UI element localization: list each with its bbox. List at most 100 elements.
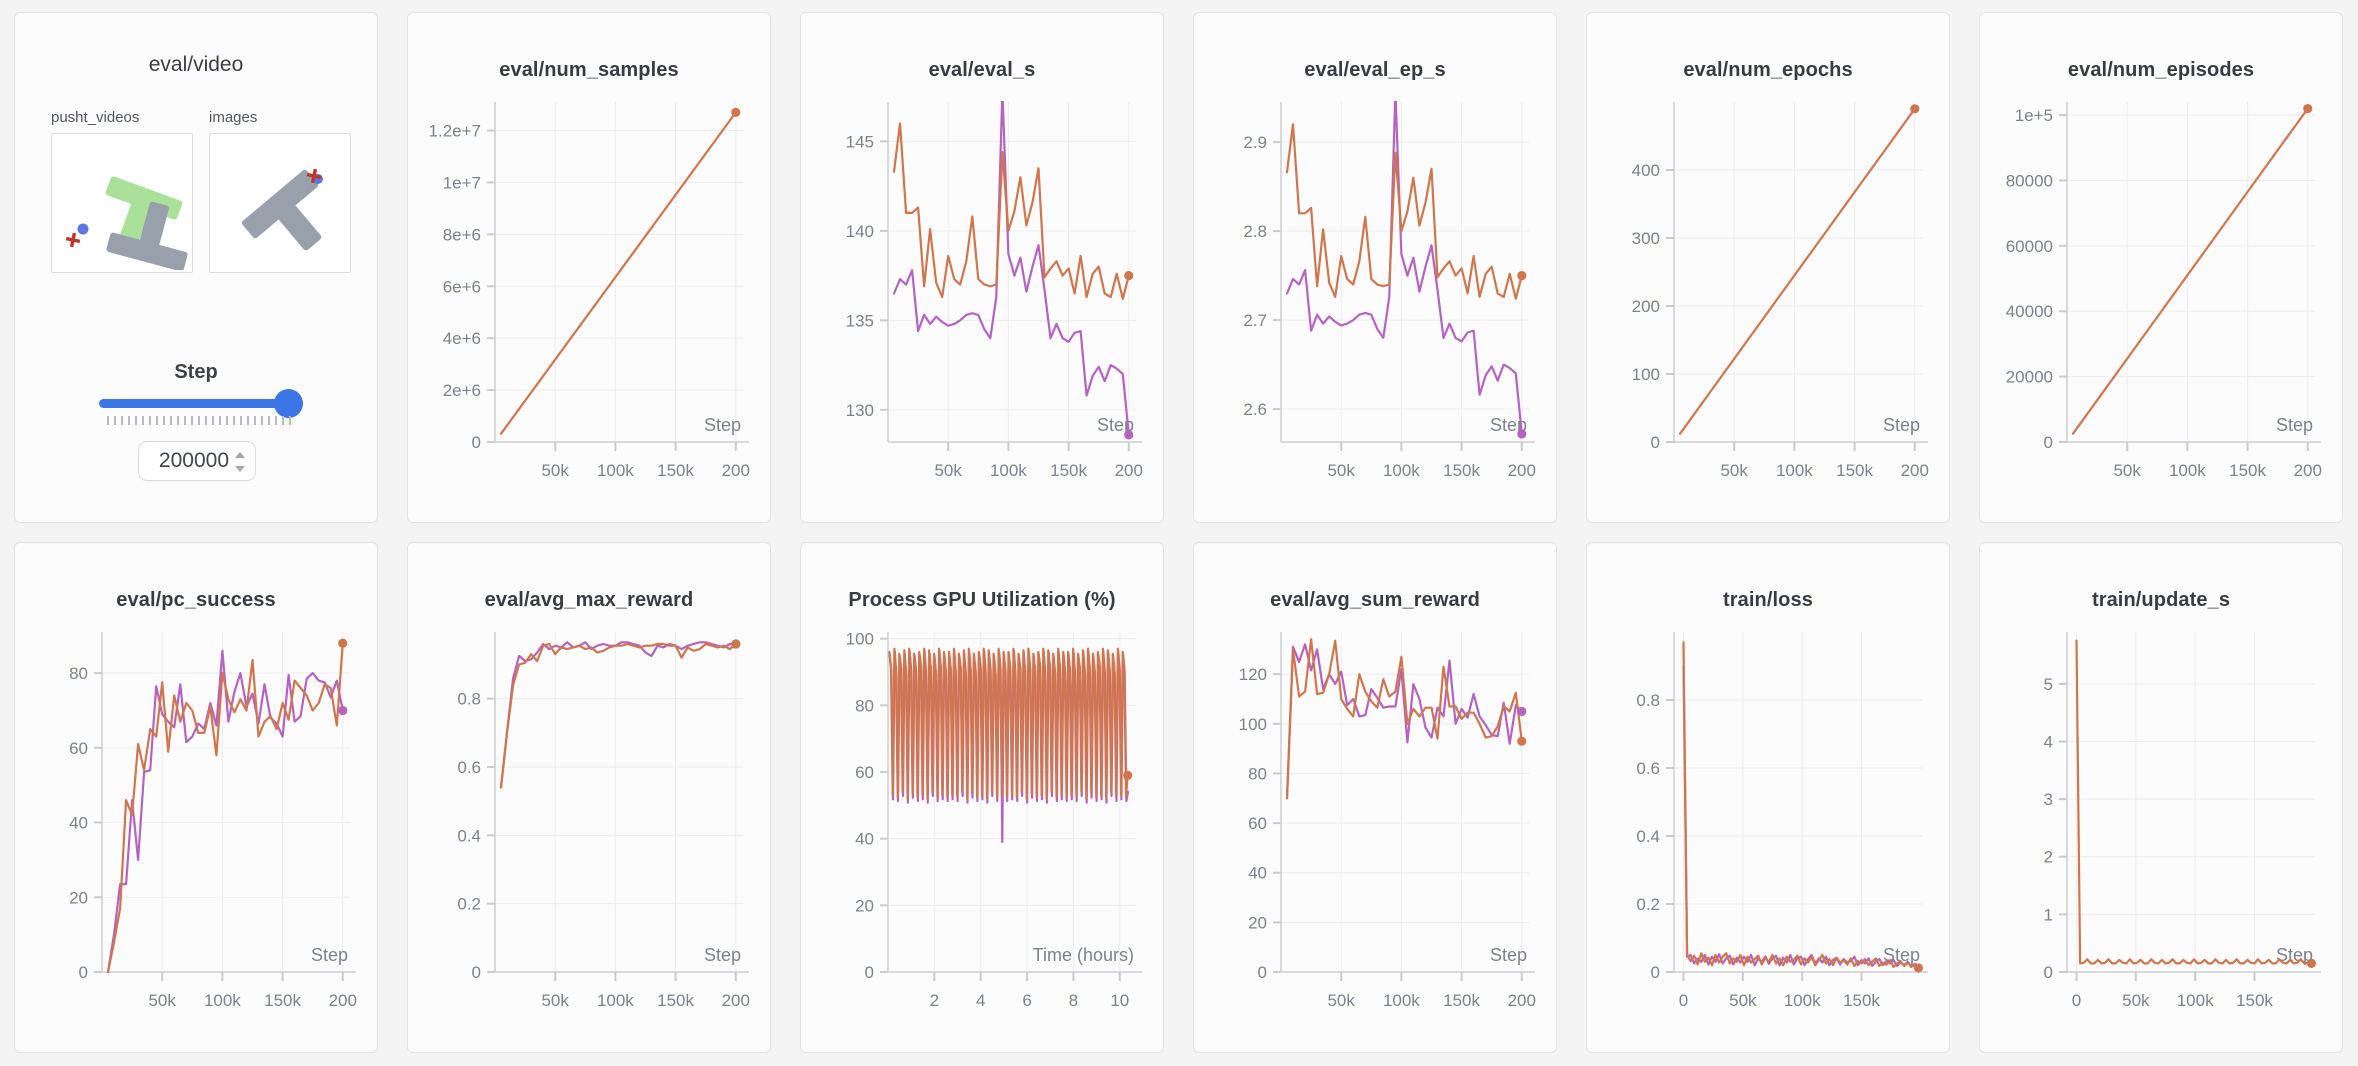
svg-text:Step: Step: [1883, 415, 1920, 435]
panel-train-update-s: train/update_s 0 50k 100k 150k 0 1 2 3 4 5 Step: [1979, 542, 2343, 1053]
svg-text:2.6: 2.6: [1243, 400, 1267, 419]
chart-eval-avg-max-reward[interactable]: 50k 100k 150k 200 0 0.2 0.4 0.6 0.8 Step: [415, 618, 763, 1028]
step-slider-thumb[interactable]: [274, 389, 303, 418]
chart-title: eval/num_samples: [499, 59, 679, 81]
svg-text:2.7: 2.7: [1243, 311, 1267, 330]
svg-text:0.4: 0.4: [1636, 827, 1660, 846]
svg-text:Step: Step: [1490, 945, 1527, 965]
panel-eval-num-samples: eval/num_samples 50k 100k 150k 200 0 2e+6 4e+6…: [407, 12, 771, 523]
svg-text:4: 4: [976, 991, 985, 1010]
svg-text:Step: Step: [704, 945, 741, 965]
chart-eval-num-episodes[interactable]: 50k 100k 150k 200 0 20000 40000 60000 80000 1e+5 S…: [1987, 88, 2335, 498]
svg-text:100k: 100k: [1383, 991, 1420, 1010]
svg-text:0: 0: [79, 963, 88, 982]
chart-title: eval/eval_ep_s: [1304, 59, 1446, 81]
svg-text:300: 300: [1632, 229, 1660, 248]
thumbnail-label-pusht-videos: pusht_videos: [51, 109, 140, 126]
svg-text:200: 200: [1115, 461, 1143, 480]
svg-text:0: 0: [472, 433, 481, 452]
svg-text:100k: 100k: [1784, 991, 1821, 1010]
svg-text:40: 40: [855, 830, 874, 849]
svg-text:2: 2: [2044, 848, 2053, 867]
svg-text:2: 2: [930, 991, 939, 1010]
svg-text:0: 0: [1258, 963, 1267, 982]
svg-text:140: 140: [846, 222, 874, 241]
svg-text:2.9: 2.9: [1243, 133, 1267, 152]
svg-text:200: 200: [329, 991, 357, 1010]
svg-text:80: 80: [855, 696, 874, 715]
panel-eval-eval-s: eval/eval_s 50k 100k 150k 200 130 135 140 145 St…: [800, 12, 1164, 523]
svg-text:40000: 40000: [2006, 302, 2053, 321]
svg-text:60: 60: [69, 739, 88, 758]
chart-title: train/update_s: [2091, 589, 2231, 611]
svg-text:0: 0: [1651, 963, 1660, 982]
svg-text:1: 1: [2044, 905, 2053, 924]
svg-text:150k: 150k: [1843, 991, 1880, 1010]
svg-text:150k: 150k: [1836, 461, 1873, 480]
svg-text:Step: Step: [2276, 945, 2313, 965]
svg-text:Step: Step: [1097, 415, 1134, 435]
chart-eval-pc-success[interactable]: 50k 100k 150k 200 0 20 40 60 80 Step: [22, 618, 370, 1028]
svg-text:200: 200: [722, 991, 750, 1010]
svg-text:50k: 50k: [1327, 991, 1355, 1010]
svg-text:50k: 50k: [1729, 991, 1757, 1010]
svg-text:50k: 50k: [1720, 461, 1748, 480]
chart-title: eval/avg_sum_reward: [1270, 589, 1480, 611]
goal-cross: [306, 168, 322, 184]
chart-train-loss[interactable]: 0 50k 100k 150k 0 0.2 0.4 0.6 0.8 Step: [1594, 618, 1942, 1028]
svg-text:130: 130: [846, 401, 874, 420]
pusht-video-thumbnail[interactable]: [51, 133, 193, 273]
svg-text:8: 8: [1069, 991, 1078, 1010]
svg-text:0.2: 0.2: [457, 895, 481, 914]
svg-text:100k: 100k: [597, 461, 634, 480]
chart-eval-num-epochs[interactable]: 50k 100k 150k 200 0 100 200 300 400 Step: [1594, 88, 1942, 498]
svg-text:100k: 100k: [2177, 991, 2214, 1010]
panel-gpu-utilization: Process GPU Utilization (%) 2 4 6 8 10 0 20 40 6…: [800, 542, 1164, 1053]
svg-text:120: 120: [1239, 665, 1267, 684]
svg-text:100k: 100k: [1383, 461, 1420, 480]
step-value: 200000: [158, 449, 229, 472]
images-thumbnail[interactable]: [209, 133, 351, 273]
svg-text:60: 60: [1248, 814, 1267, 833]
chart-train-update-s[interactable]: 0 50k 100k 150k 0 1 2 3 4 5 Step: [1987, 618, 2335, 1028]
panel-eval-num-epochs: eval/num_epochs 50k 100k 150k 200 0 100 200 300…: [1586, 12, 1950, 523]
svg-text:150k: 150k: [2229, 461, 2266, 480]
svg-text:0: 0: [2072, 991, 2081, 1010]
step-increment-button[interactable]: [235, 452, 245, 458]
svg-text:1.2e+7: 1.2e+7: [429, 122, 481, 141]
svg-text:6e+6: 6e+6: [443, 277, 481, 296]
chart-eval-avg-sum-reward[interactable]: 50k 100k 150k 200 0 20 40 60 80 100 120 Step: [1201, 618, 1549, 1028]
svg-text:50k: 50k: [934, 461, 962, 480]
chart-title: eval/num_epochs: [1683, 59, 1853, 81]
step-value-input[interactable]: 200000: [138, 441, 256, 481]
svg-text:50k: 50k: [1327, 461, 1355, 480]
agent-dot: [77, 223, 89, 235]
svg-text:50k: 50k: [148, 991, 176, 1010]
svg-text:100k: 100k: [1776, 461, 1813, 480]
svg-text:100k: 100k: [990, 461, 1027, 480]
svg-text:150k: 150k: [264, 991, 301, 1010]
svg-text:0: 0: [472, 963, 481, 982]
chart-title: eval/eval_s: [928, 59, 1036, 81]
step-slider-track[interactable]: [99, 399, 303, 408]
svg-text:20: 20: [1248, 913, 1267, 932]
svg-text:1e+7: 1e+7: [443, 173, 481, 192]
chart-eval-eval-s[interactable]: 50k 100k 150k 200 130 135 140 145 Step: [808, 88, 1156, 498]
svg-text:1e+5: 1e+5: [2015, 106, 2053, 125]
svg-text:40: 40: [1248, 864, 1267, 883]
panel-eval-avg-max-reward: eval/avg_max_reward 50k 100k 150k 200 0 0.2 0.…: [407, 542, 771, 1053]
step-decrement-button[interactable]: [235, 466, 245, 472]
chart-eval-num-samples[interactable]: 50k 100k 150k 200 0 2e+6 4e+6 6e+6 8e+6 1e+7 1.2e+…: [415, 88, 763, 498]
svg-text:20: 20: [855, 896, 874, 915]
svg-text:100k: 100k: [204, 991, 241, 1010]
svg-text:2.8: 2.8: [1243, 222, 1267, 241]
panel-eval-eval-ep-s: eval/eval_ep_s 50k 100k 150k 200 2.6 2.7 2.8 2.…: [1193, 12, 1557, 523]
chart-gpu-utilization[interactable]: 2 4 6 8 10 0 20 40 60 80 100 Time (hours): [808, 618, 1156, 1028]
chart-eval-eval-ep-s[interactable]: 50k 100k 150k 200 2.6 2.7 2.8 2.9 Step: [1201, 88, 1549, 498]
svg-text:20: 20: [69, 888, 88, 907]
svg-text:5: 5: [2044, 675, 2053, 694]
svg-text:0: 0: [865, 963, 874, 982]
svg-text:150k: 150k: [657, 461, 694, 480]
svg-text:145: 145: [846, 132, 874, 151]
